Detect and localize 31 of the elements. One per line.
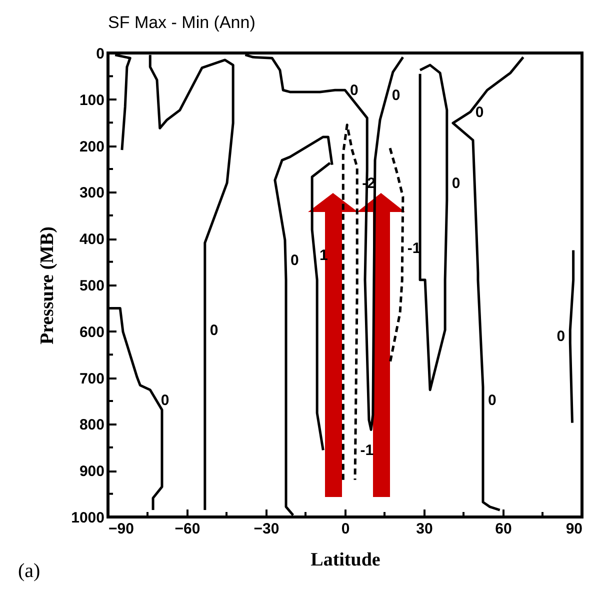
x-tick-label: −30 (254, 520, 280, 538)
x-tick-label: −60 (174, 520, 200, 538)
x-tick-label: −90 (108, 520, 134, 538)
annotation: 0 (392, 86, 400, 104)
x-tick-label: 0 (341, 520, 350, 538)
x-tick-label: 30 (416, 520, 433, 538)
y-tick-label: 800 (79, 416, 104, 434)
y-tick-label: 1000 (71, 510, 104, 526)
annotation: 0 (160, 392, 170, 410)
text: (a) (18, 560, 40, 583)
y-tick-label: 100 (79, 92, 104, 109)
y-axis-title: Pressure (MB) (37, 226, 58, 345)
annotation: 0 (210, 322, 218, 340)
annotation: 0 (475, 104, 484, 121)
y-tick-label: 600 (79, 324, 104, 341)
annotation: 0 (350, 82, 358, 100)
y-tick-label: 400 (79, 231, 104, 248)
y-tick-label: 200 (79, 138, 104, 156)
y-tick-label: 700 (79, 370, 104, 388)
annotation: 0 (452, 174, 460, 192)
y-tick-label: 900 (79, 463, 104, 480)
x-axis-title: Latitude (310, 550, 380, 570)
y-tick-label: 0 (96, 46, 104, 62)
annotation: 0 (290, 252, 299, 269)
y-tick-label: 300 (79, 184, 104, 202)
annotation: 0 (488, 392, 496, 410)
annotation: 0 (556, 328, 566, 346)
x-tick-label: 90 (566, 520, 582, 538)
x-tick-label: 60 (495, 520, 512, 538)
y-tick-label: 500 (79, 278, 104, 294)
chart-title: SF Max - Min (Ann) (108, 13, 256, 32)
